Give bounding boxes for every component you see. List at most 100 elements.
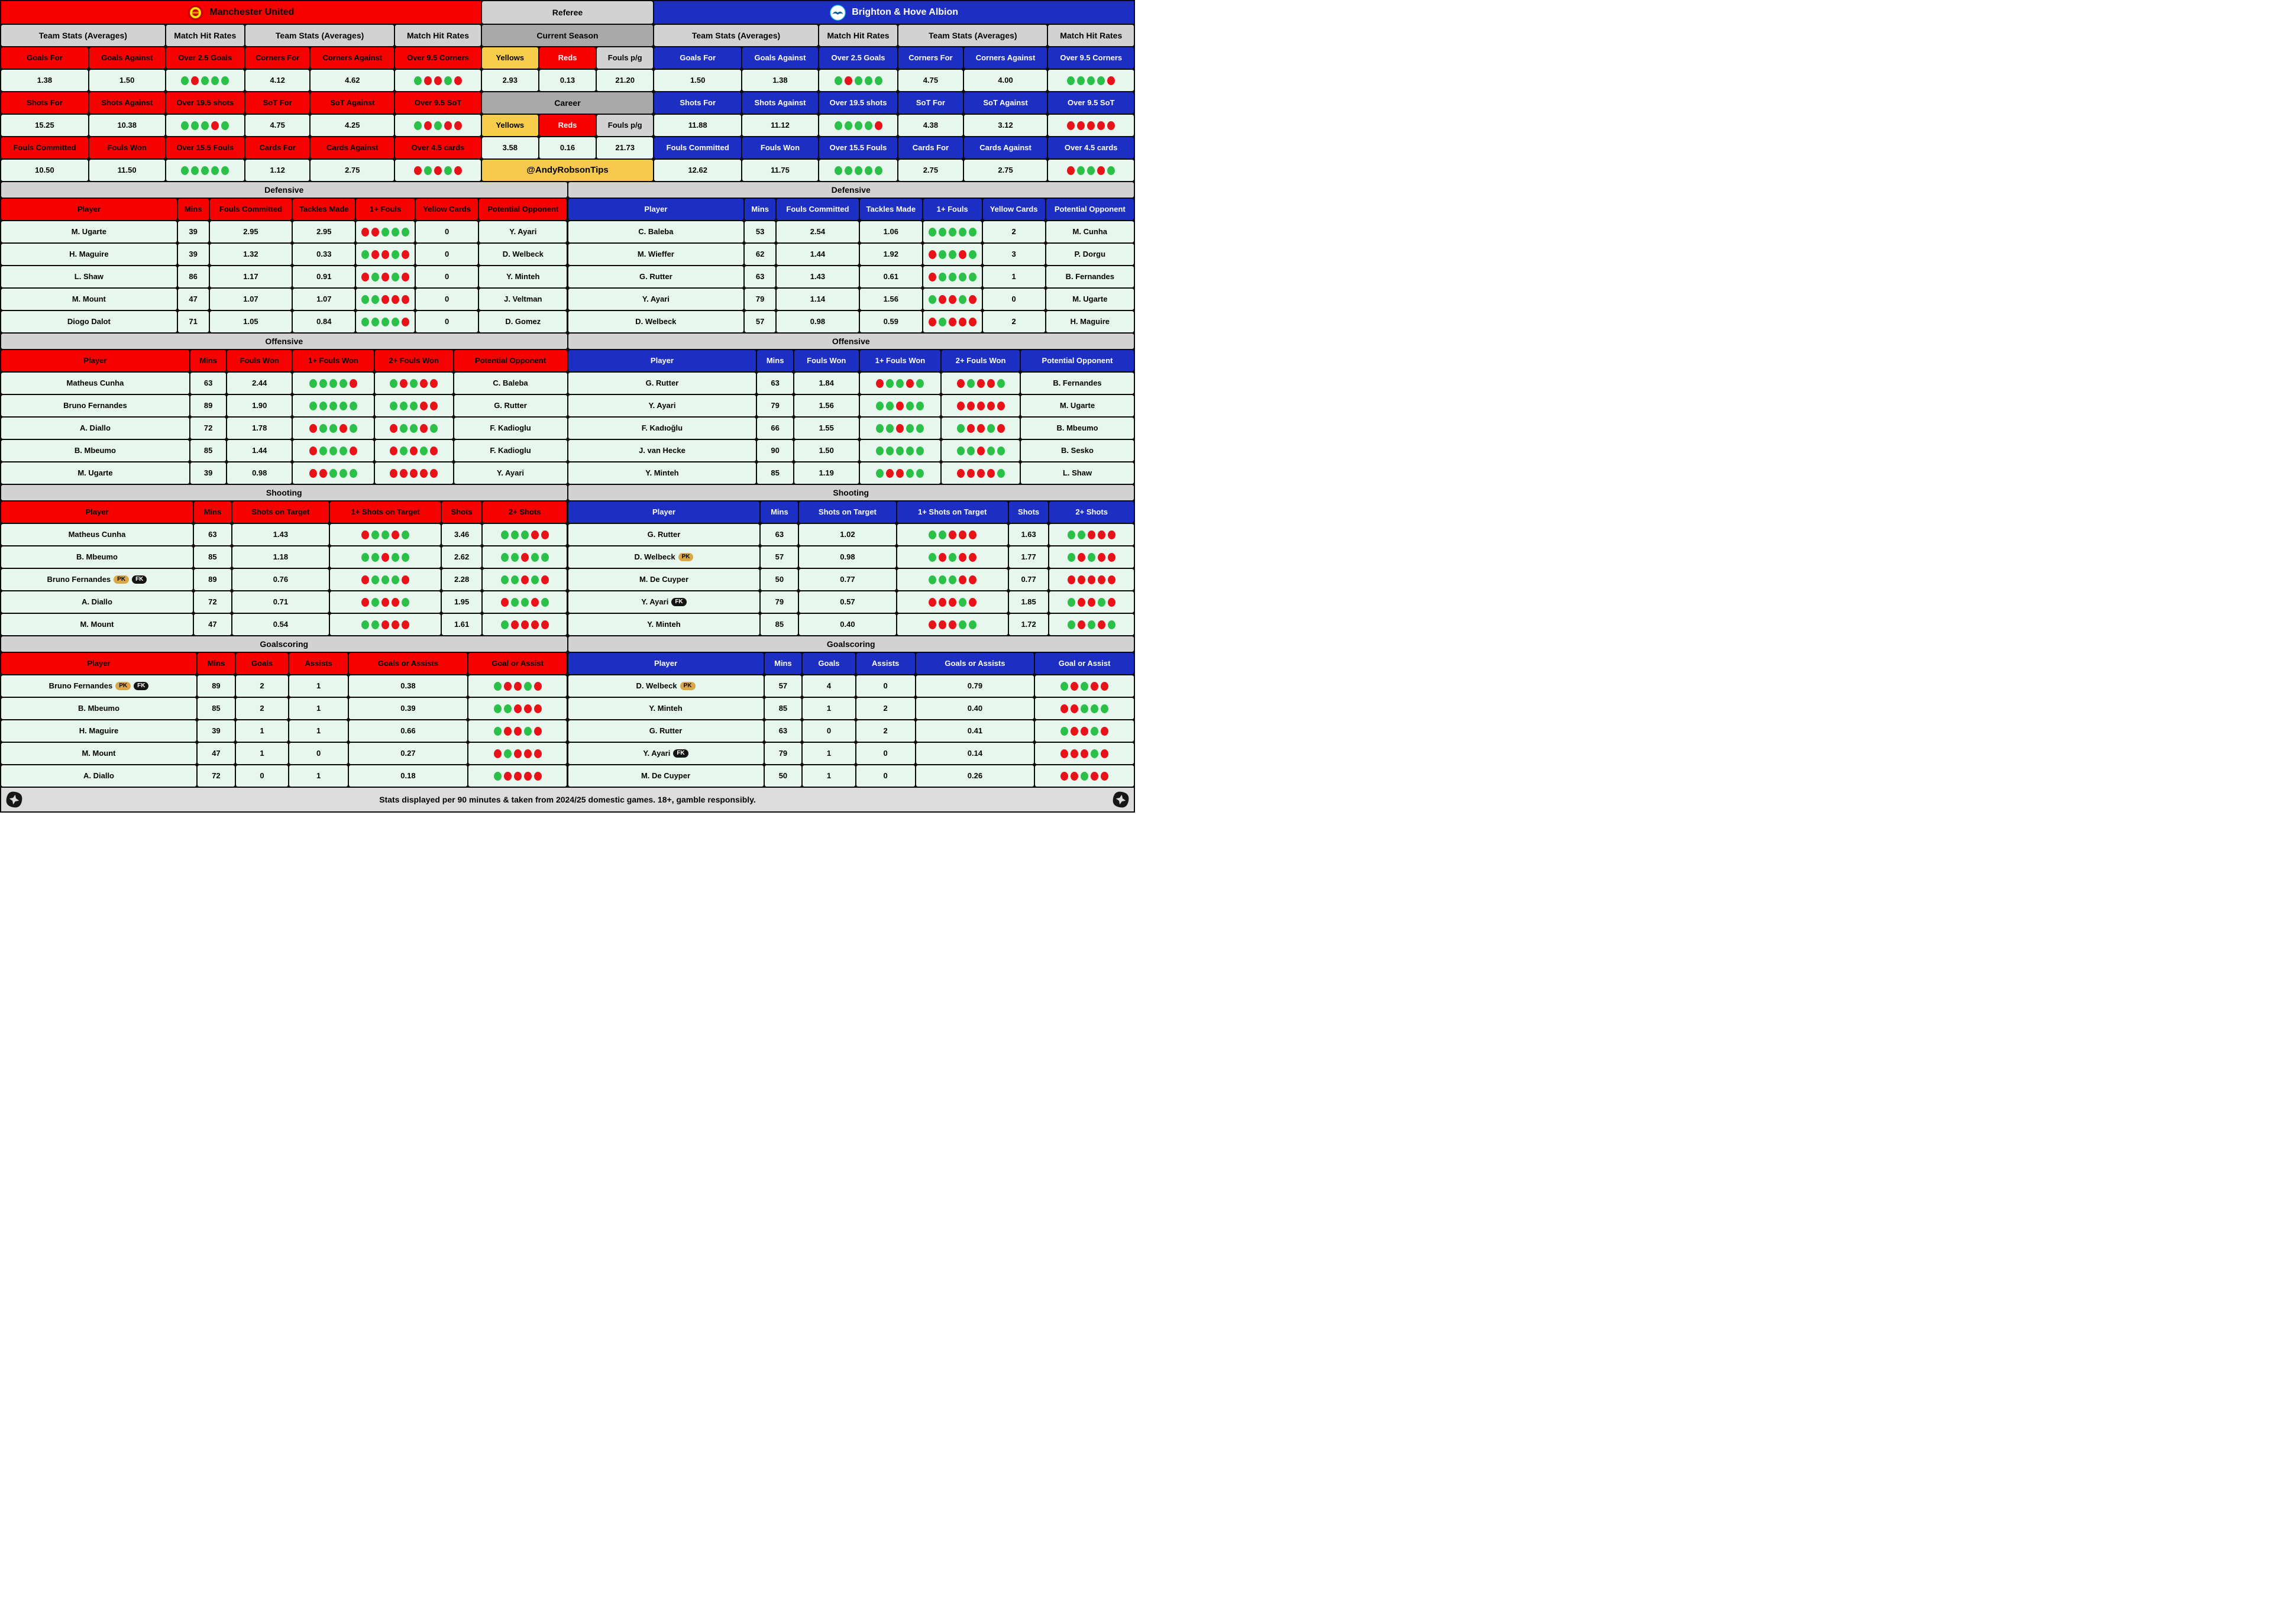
hit-rate-dots — [493, 749, 542, 758]
stat-cell: 63 — [193, 524, 231, 545]
player-name-label: G. Rutter — [649, 726, 683, 736]
hit-dot-green — [430, 423, 438, 433]
hit-dot-green — [1081, 704, 1089, 713]
hit-dot-green — [349, 401, 357, 410]
hit-dot-green — [876, 468, 884, 478]
player-name-label: Y. Minteh — [647, 620, 681, 629]
stat-value: 15.25 — [1, 115, 88, 136]
stat-cell: 89 — [198, 675, 235, 697]
referee-title: Referee — [481, 1, 654, 24]
stat-cell: 1.44 — [777, 244, 859, 265]
hit-dot-red — [420, 423, 428, 433]
column-header: Goals — [235, 653, 289, 674]
stat-cell: 1.43 — [232, 524, 329, 545]
player-name: H. Maguire — [1, 720, 196, 742]
hit-dot-red — [1071, 681, 1079, 691]
home-team-name: Manchester United — [209, 7, 295, 17]
stat-cell: 2.95 — [293, 221, 355, 242]
stat-label: Over 2.5 Goals — [166, 47, 244, 69]
stat-cell — [1035, 675, 1134, 697]
hit-dot-green — [520, 597, 529, 607]
player-name: G. Rutter — [568, 266, 744, 287]
hit-dot-red — [938, 552, 946, 562]
player-name: B. Mbeumo — [1, 546, 193, 568]
player-name: Y. Ayari FK — [568, 591, 760, 613]
hit-dot-red — [381, 295, 390, 304]
hit-dot-red — [503, 681, 512, 691]
hit-dot-green — [997, 378, 1005, 388]
stat-cell — [468, 675, 567, 697]
hit-dot-green — [864, 121, 872, 130]
hit-dot-green — [392, 575, 400, 584]
stat-label: Over 15.5 Fouls — [166, 137, 244, 158]
stat-cell: 1.19 — [794, 462, 859, 484]
hit-dot-red — [948, 597, 956, 607]
hit-dot-red — [1071, 704, 1079, 713]
stat-label: Goals For — [654, 47, 742, 69]
hit-dot-red — [1098, 530, 1106, 539]
stat-label: Goals Against — [742, 47, 818, 69]
hit-dot-green — [1068, 530, 1076, 539]
stat-cell: H. Maguire — [1046, 311, 1134, 332]
hit-dot-red — [987, 401, 995, 410]
stat-cell — [942, 462, 1020, 484]
hit-dot-green — [329, 446, 337, 455]
stat-cell: 0.98 — [799, 546, 896, 568]
fk-badge: FK — [671, 597, 687, 607]
hit-dot-red — [361, 227, 370, 237]
stat-cell: 0.40 — [916, 698, 1034, 719]
hit-dot-green — [896, 378, 904, 388]
player-name-label: M. Mount — [82, 749, 116, 758]
stat-cell: 39 — [177, 221, 209, 242]
hit-rate-dots — [834, 76, 882, 85]
stat-cell: 63 — [190, 373, 227, 394]
hit-dot-green — [854, 121, 862, 130]
stat-value: 1.50 — [654, 70, 742, 91]
stat-cell — [1049, 524, 1134, 545]
referee-block: Referee Current Season Yellows Reds Foul… — [481, 1, 654, 181]
hit-dot-green — [444, 76, 452, 85]
hit-dot-green — [510, 552, 519, 562]
hit-dot-green — [329, 401, 337, 410]
stat-cell: 1 — [289, 765, 348, 787]
hit-dot-green — [410, 378, 418, 388]
hit-rate-dots — [181, 76, 229, 85]
hit-dot-red — [420, 468, 428, 478]
stat-value: 4.38 — [898, 115, 963, 136]
band-header: Match Hit Rates — [395, 25, 481, 46]
hit-dot-red — [319, 468, 327, 478]
column-header: Mins — [761, 502, 798, 523]
hit-dot-red — [1108, 530, 1116, 539]
hit-dot-red — [1097, 166, 1105, 175]
stat-value: 12.62 — [654, 160, 742, 181]
hit-dot-green — [928, 552, 936, 562]
column-header: Potential Opponent — [454, 350, 567, 371]
stat-cell: B. Sesko — [1021, 440, 1134, 461]
column-header: Fouls Won — [227, 350, 292, 371]
hit-dot-green — [906, 446, 914, 455]
hit-dot-green — [191, 121, 199, 130]
stat-label: Over 9.5 SoT — [1048, 92, 1134, 114]
hit-dot-green — [938, 530, 946, 539]
hit-dot-red — [976, 446, 985, 455]
brand-logo-icon — [6, 791, 22, 808]
referee-career-title: Career — [481, 92, 654, 114]
stat-cell: 1.78 — [227, 418, 292, 439]
hit-dot-green — [958, 295, 966, 304]
hit-dot-red — [1108, 597, 1116, 607]
hit-dot-green — [928, 227, 936, 237]
stat-cell: 0.14 — [916, 743, 1034, 764]
stat-value — [395, 160, 481, 181]
stat-cell: 0 — [416, 311, 478, 332]
stat-value: 11.75 — [742, 160, 818, 181]
player-name-label: M. De Cuyper — [641, 771, 691, 781]
stat-label: Over 9.5 SoT — [395, 92, 481, 114]
stat-cell — [330, 614, 441, 635]
hit-dot-red — [371, 227, 380, 237]
player-name-label: H. Maguire — [79, 726, 119, 736]
hit-rate-dots — [493, 681, 542, 691]
player-name: M. Ugarte — [1, 462, 189, 484]
player-name-label: G. Rutter — [639, 272, 672, 282]
player-name: M. Mount — [1, 743, 196, 764]
hit-dot-green — [844, 121, 852, 130]
